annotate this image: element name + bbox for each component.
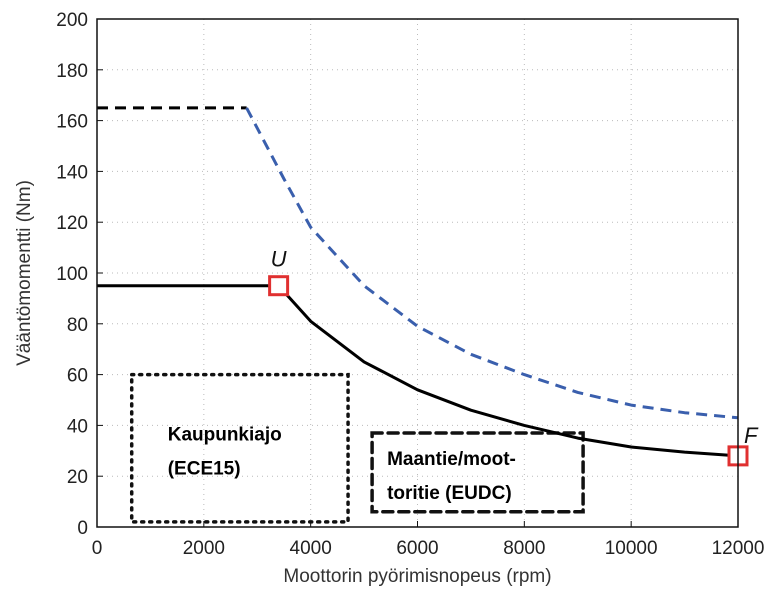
operating-regions: Kaupunkiajo (ECE15) Maantie/moot-toritie (… bbox=[129, 372, 585, 524]
x-tick-label: 10000 bbox=[605, 538, 658, 559]
x-tick-label: 8000 bbox=[503, 538, 545, 559]
y-tick-label: 60 bbox=[67, 366, 88, 387]
y-tick-label: 160 bbox=[56, 112, 88, 133]
series-lines bbox=[97, 106, 739, 458]
region-box bbox=[129, 372, 350, 524]
region-label: Maantie/moot- bbox=[387, 449, 516, 470]
region-box bbox=[370, 431, 585, 514]
x-tick-label: 2000 bbox=[183, 538, 225, 559]
series-line bbox=[245, 107, 739, 420]
x-tick-label: 4000 bbox=[290, 538, 332, 559]
x-tick-label: 12000 bbox=[712, 538, 765, 559]
x-tick-label: 0 bbox=[92, 538, 103, 559]
y-tick-label: 100 bbox=[56, 264, 88, 285]
marked-points: UF bbox=[268, 247, 759, 467]
series-line bbox=[97, 284, 739, 458]
axis-ticks: 0 2000 4000 6000 8000 10000 12000 0 20 40 60 80 100 1… bbox=[56, 10, 764, 559]
y-axis-title: Vääntömomentti (Nm) bbox=[14, 180, 35, 366]
y-tick-label: 20 bbox=[67, 467, 88, 488]
y-tick-label: 120 bbox=[56, 213, 88, 234]
point-label: U bbox=[271, 247, 287, 272]
region-label: Kaupunkiajo bbox=[168, 425, 282, 446]
y-tick-label: 180 bbox=[56, 61, 88, 82]
region-label: (ECE15) bbox=[168, 459, 241, 480]
y-tick-label: 200 bbox=[56, 10, 88, 31]
y-tick-label: 140 bbox=[56, 162, 88, 183]
x-axis-title: Moottorin pyörimisnopeus (rpm) bbox=[283, 566, 551, 587]
point-marker bbox=[268, 275, 290, 297]
grid bbox=[97, 19, 738, 527]
y-tick-label: 0 bbox=[77, 518, 88, 539]
y-tick-label: 80 bbox=[67, 315, 88, 336]
y-tick-label: 40 bbox=[67, 416, 88, 437]
x-tick-label: 6000 bbox=[396, 538, 438, 559]
region-label: toritie (EUDC) bbox=[387, 483, 512, 504]
point-label: F bbox=[744, 423, 759, 448]
